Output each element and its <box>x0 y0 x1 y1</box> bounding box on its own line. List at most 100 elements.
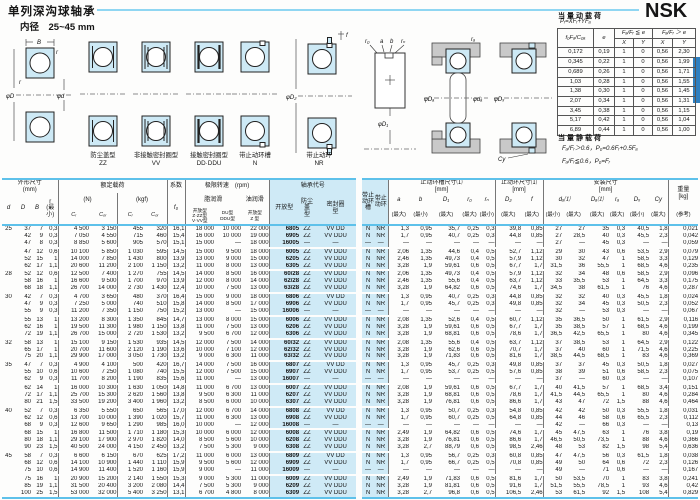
cell: — <box>235 376 242 383</box>
cell: 20 900 <box>57 475 90 483</box>
cell: 53,5 <box>573 475 586 482</box>
table-row: N NR 2,06 1,35 44,6 0,4 0,5 52,7 1,12 29 30 43 0,6 53… <box>362 248 699 256</box>
cell: 1 <box>621 339 626 346</box>
cell: 0,284 <box>667 391 699 399</box>
cell: 1 530 <box>151 330 167 337</box>
table-row: — — — — — — — — —42—66 0,3— —0,13 <box>362 421 699 429</box>
cell: 1,9 <box>423 437 432 444</box>
table-row: N NR 3,28 1,9 71,83 0,6 0,5 81,6 1,7 38,5 44,5 68,5… <box>362 353 699 361</box>
cell: 14 900 <box>57 467 90 474</box>
table-row: 75 16 1 20 900 15 200 2 140 1 550 15,3 9 000 5 30… <box>2 475 357 483</box>
table-row: — — — — — — — — —49—71 0,6— —0,167 <box>362 467 699 474</box>
cell: 32 <box>5 339 12 346</box>
cell <box>2 353 15 360</box>
cell: 0,3 <box>616 453 626 460</box>
cell: 27 <box>542 239 563 247</box>
cell: 1,35 <box>420 339 432 346</box>
cell: ZZ <box>299 482 316 490</box>
cell: 16,4 <box>166 294 186 302</box>
cell: 46 <box>578 414 586 421</box>
sub-min: (最小) <box>542 207 563 225</box>
cell: 74,6 <box>494 285 522 293</box>
table-row: 72 17 1,1 25 700 15 300 2 620 1 560 13,8 9 500 6 … <box>2 391 357 399</box>
cell: 32 <box>542 271 563 279</box>
diagram-caption-dd: 接触密封圈型 DD·DDU <box>190 152 228 167</box>
cell: ZZ <box>299 430 316 438</box>
cell <box>2 392 15 399</box>
sub-max: (最大) <box>494 207 522 225</box>
cell: 0,5 <box>486 248 495 255</box>
table-row: 62 12 0,6 13 700 10 000 1 390 1 020 15,7 11 000 6… <box>2 414 357 422</box>
table-row: N NR 1,7 0,95 60,7 0,25 0,5 64,8 0,85 44 46 58 0,6 65… <box>362 414 699 422</box>
cell: 1,8 <box>659 453 668 460</box>
cell: 0,85 <box>521 224 544 233</box>
table-row: — — — — — — — — —32—53 0,3— —0,067 <box>362 307 699 315</box>
cell: 1 <box>621 285 626 292</box>
cell: 570 <box>156 239 167 246</box>
cell: VV DD <box>315 294 357 302</box>
cell: 1,5 <box>616 398 626 405</box>
cell: 15,6 <box>166 376 186 384</box>
cell: 40 <box>5 407 12 414</box>
cell: 13,8 <box>166 323 186 331</box>
cell: 1 430 <box>151 285 167 292</box>
cell: 4 550 <box>101 232 117 239</box>
cell: — <box>494 467 522 474</box>
page-title: 单列深沟球轴承 <box>8 6 96 18</box>
cell: 10 000 <box>214 224 242 233</box>
col-x: X <box>614 37 634 49</box>
cell: 53,7 <box>448 369 460 376</box>
cell: 670 <box>116 453 144 461</box>
cell: 6908 <box>268 414 300 422</box>
table-row: 5,17 0,42 1 0 0,56 1,04 <box>557 115 696 127</box>
cell: 3,28 <box>387 285 409 293</box>
cell: 1 560 <box>151 391 167 398</box>
col-grease-lube: 脂润滑 <box>184 193 242 207</box>
cell: 86,6 <box>494 398 522 406</box>
cell: 6206 <box>268 323 300 331</box>
cell: 8 200 <box>101 376 117 383</box>
cell: 15,5 <box>166 369 186 377</box>
cell: VV DDU <box>315 278 357 286</box>
cell: 85 <box>24 482 31 489</box>
cell: N <box>362 453 374 461</box>
cell: — <box>494 421 522 429</box>
cell: 9 <box>39 376 43 383</box>
cell: 8 000 <box>253 489 269 496</box>
cell: 76 <box>642 285 650 292</box>
cell: 480 <box>116 294 144 302</box>
cell: 40,5 <box>625 224 650 233</box>
cell: 75 <box>24 353 31 360</box>
cell: 0,3 <box>616 307 626 314</box>
cell: 0,6 <box>470 323 479 330</box>
cell: 3,45 <box>557 105 594 117</box>
cell: NR <box>374 489 388 498</box>
cell: 60/28 <box>268 271 300 279</box>
cell: 19 200 <box>98 398 117 405</box>
cell: VV DD <box>315 407 357 415</box>
cell: 0,6 <box>470 430 479 437</box>
cell: 0,075 <box>667 369 699 377</box>
cell <box>2 308 15 315</box>
cell: 10 900 <box>98 460 117 467</box>
col-Da: Dₐ⑴ <box>590 196 604 203</box>
cell: VV DDU <box>315 475 357 483</box>
cell: 20 700 <box>57 346 90 354</box>
cell: 9 000 <box>253 444 269 451</box>
cell: 8 850 <box>57 239 90 247</box>
table-row: N NR 2,08 1,35 55,6 0,4 0,5 63,7 1,12 37 38,5 53 1 64… <box>362 339 699 347</box>
group-load-ratings: 额定载荷 <box>57 179 168 193</box>
cell <box>2 249 15 256</box>
cell: 0,167 <box>667 467 699 474</box>
cell: 2,46 <box>530 444 543 451</box>
cell: 57 <box>602 385 610 392</box>
cell: 0,5 <box>486 316 495 323</box>
cell: 15 000 <box>250 369 269 376</box>
cell: 5 600 <box>226 437 242 444</box>
cell: 68,81 <box>444 391 460 398</box>
cell: 23 <box>36 444 43 451</box>
cell: 26 700 <box>57 330 90 338</box>
cell: 0,6 <box>616 460 626 467</box>
cell: 13 000 <box>250 285 269 292</box>
cell: 6808 <box>268 407 300 415</box>
